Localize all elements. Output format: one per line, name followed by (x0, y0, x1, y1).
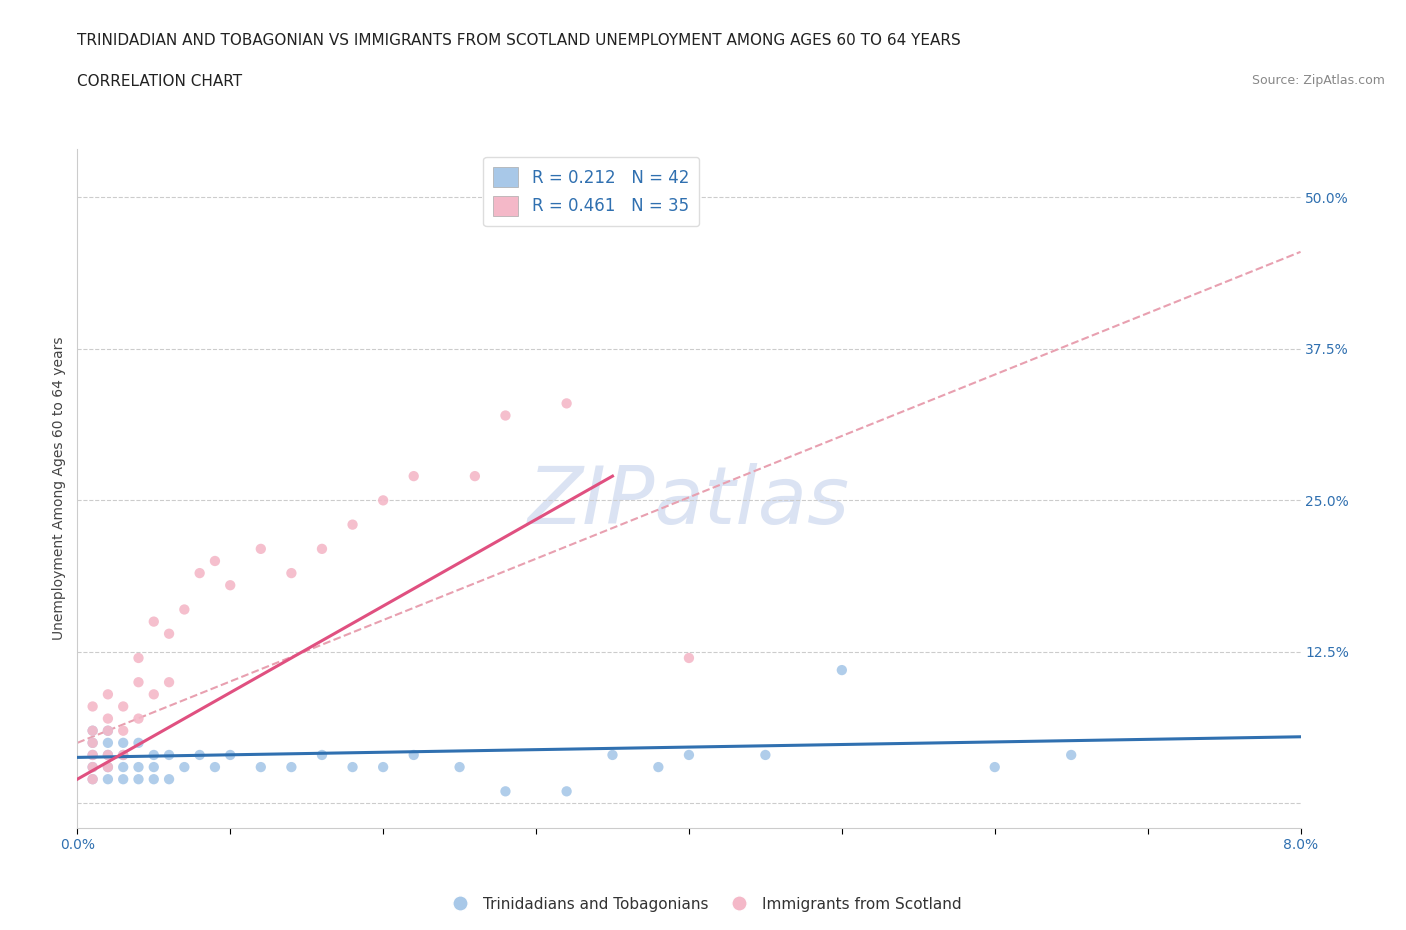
Point (371, 493, 394, 508)
Text: CORRELATION CHART: CORRELATION CHART (77, 74, 242, 89)
Point (112, 736, 135, 751)
Point (127, 772, 149, 787)
Y-axis label: Unemployment Among Ages 60 to 64 years: Unemployment Among Ages 60 to 64 years (52, 337, 66, 640)
Point (342, 517, 364, 532)
Point (204, 553, 226, 568)
Point (1060, 748, 1083, 763)
Point (97, 711, 120, 726)
Point (82, 724, 104, 738)
Point (371, 760, 394, 775)
Point (188, 565, 211, 580)
Point (831, 663, 853, 678)
Point (97, 736, 120, 751)
Point (82, 772, 104, 787)
Point (97, 724, 120, 738)
Point (112, 748, 135, 763)
Point (112, 724, 135, 738)
Point (142, 687, 165, 702)
Point (142, 614, 165, 629)
Point (157, 748, 180, 763)
Text: TRINIDADIAN AND TOBAGONIAN VS IMMIGRANTS FROM SCOTLAND UNEMPLOYMENT AMONG AGES 6: TRINIDADIAN AND TOBAGONIAN VS IMMIGRANTS… (77, 33, 962, 47)
Point (127, 760, 149, 775)
Point (127, 711, 149, 726)
Point (142, 772, 165, 787)
Point (280, 565, 302, 580)
Point (495, 408, 517, 423)
Point (127, 736, 149, 751)
Text: Source: ZipAtlas.com: Source: ZipAtlas.com (1251, 74, 1385, 87)
Point (112, 699, 135, 714)
Text: ZIPatlas: ZIPatlas (527, 463, 851, 541)
Legend: Trinidadians and Tobagonians, Immigrants from Scotland: Trinidadians and Tobagonians, Immigrants… (439, 891, 967, 918)
Point (464, 469, 486, 484)
Point (82, 760, 104, 775)
Point (97, 772, 120, 787)
Point (112, 772, 135, 787)
Point (82, 699, 104, 714)
Point (219, 578, 242, 592)
Point (495, 784, 517, 799)
Point (82, 760, 104, 775)
Point (97, 687, 120, 702)
Point (97, 760, 120, 775)
Point (82, 736, 104, 751)
Point (82, 772, 104, 787)
Point (142, 748, 165, 763)
Point (342, 760, 364, 775)
Point (157, 675, 180, 690)
Point (449, 760, 471, 775)
Point (402, 748, 425, 763)
Point (311, 541, 333, 556)
Point (555, 396, 578, 411)
Point (157, 626, 180, 641)
Point (112, 760, 135, 775)
Point (250, 760, 273, 775)
Point (678, 748, 700, 763)
Point (142, 760, 165, 775)
Point (188, 748, 211, 763)
Point (97, 760, 120, 775)
Point (280, 760, 302, 775)
Point (204, 760, 226, 775)
Point (127, 675, 149, 690)
Point (82, 736, 104, 751)
Point (97, 748, 120, 763)
Point (97, 724, 120, 738)
Point (647, 760, 669, 775)
Point (82, 748, 104, 763)
Point (157, 772, 180, 787)
Point (127, 651, 149, 666)
Point (402, 469, 425, 484)
Point (97, 748, 120, 763)
Point (754, 748, 776, 763)
Point (602, 748, 624, 763)
Point (173, 602, 195, 617)
Point (311, 748, 333, 763)
Point (555, 784, 578, 799)
Point (219, 748, 242, 763)
Point (82, 748, 104, 763)
Point (112, 748, 135, 763)
Point (82, 724, 104, 738)
Legend: R = 0.212   N = 42, R = 0.461   N = 35: R = 0.212 N = 42, R = 0.461 N = 35 (484, 157, 699, 226)
Point (678, 651, 700, 666)
Point (984, 760, 1007, 775)
Point (250, 541, 273, 556)
Point (173, 760, 195, 775)
